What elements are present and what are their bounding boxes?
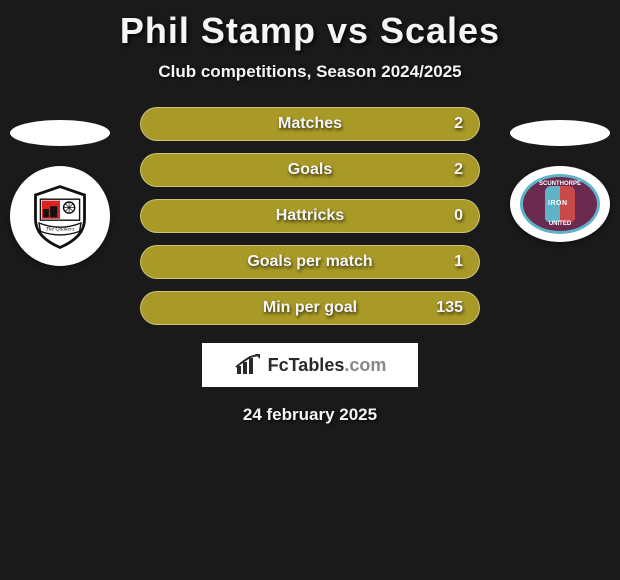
stat-label: Goals xyxy=(288,161,332,179)
stat-value: 2 xyxy=(454,161,463,179)
stat-row-min-per-goal: Min per goal 135 xyxy=(140,291,480,325)
scunthorpe-crest-icon: SCUNTHORPE UNITED xyxy=(520,174,600,234)
left-player-photo-placeholder xyxy=(10,120,110,146)
comparison-subtitle: Club competitions, Season 2024/2025 xyxy=(0,62,620,82)
logo-text: FcTables.com xyxy=(268,355,387,376)
stat-value: 0 xyxy=(454,207,463,225)
svg-text:The Quakers: The Quakers xyxy=(46,227,75,233)
stat-value: 2 xyxy=(454,115,463,133)
stat-label: Goals per match xyxy=(247,253,372,271)
stat-row-goals-per-match: Goals per match 1 xyxy=(140,245,480,279)
right-player-badge-group: SCUNTHORPE UNITED xyxy=(510,120,610,242)
stat-row-matches: Matches 2 xyxy=(140,107,480,141)
comparison-title: Phil Stamp vs Scales xyxy=(0,0,620,52)
left-player-badge-group: The Quakers xyxy=(10,120,110,266)
left-club-crest: The Quakers xyxy=(10,166,110,266)
stat-label: Hattricks xyxy=(276,207,344,225)
bar-chart-icon xyxy=(234,354,262,376)
right-club-crest: SCUNTHORPE UNITED xyxy=(510,166,610,242)
logo-name: FcTables xyxy=(268,355,345,376)
stat-label: Min per goal xyxy=(263,299,357,317)
right-player-photo-placeholder xyxy=(510,120,610,146)
stat-value: 1 xyxy=(454,253,463,271)
fctables-logo: FcTables.com xyxy=(202,343,418,387)
stat-value: 135 xyxy=(436,299,463,317)
fist-icon xyxy=(545,186,575,222)
logo-suffix: .com xyxy=(344,355,386,376)
stat-label: Matches xyxy=(278,115,342,133)
crest-text-bottom: UNITED xyxy=(549,221,571,227)
comparison-date: 24 february 2025 xyxy=(0,405,620,425)
darlington-crest-icon: The Quakers xyxy=(25,181,95,251)
stat-row-goals: Goals 2 xyxy=(140,153,480,187)
stat-row-hattricks: Hattricks 0 xyxy=(140,199,480,233)
